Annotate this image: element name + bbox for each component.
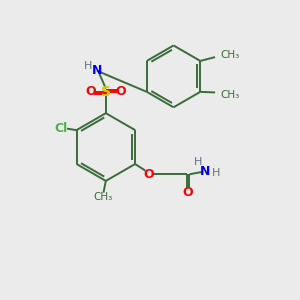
- Text: O: O: [183, 186, 193, 199]
- Text: Cl: Cl: [55, 122, 68, 135]
- Text: O: O: [85, 85, 96, 98]
- Text: H: H: [83, 61, 92, 71]
- Text: H: H: [212, 167, 220, 178]
- Text: S: S: [101, 85, 111, 99]
- Text: O: O: [143, 168, 154, 181]
- Text: N: N: [92, 64, 102, 77]
- Text: O: O: [116, 85, 127, 98]
- Text: CH₃: CH₃: [220, 50, 239, 60]
- Text: CH₃: CH₃: [220, 90, 239, 100]
- Text: CH₃: CH₃: [93, 192, 112, 202]
- Text: H: H: [194, 157, 203, 166]
- Text: N: N: [200, 165, 210, 178]
